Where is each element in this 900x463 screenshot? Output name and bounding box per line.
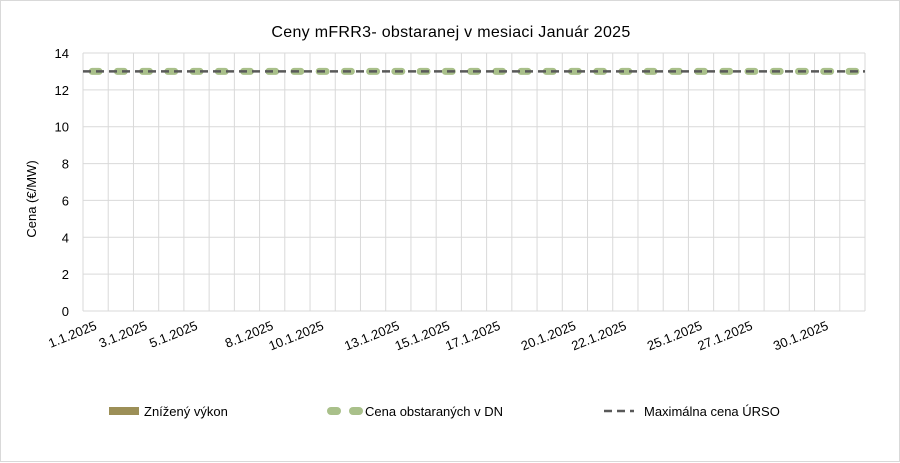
y-tick-label: 4 [62,230,69,245]
x-tick-label: 30.1.2025 [771,318,830,354]
price-point-3.1.2025 [139,67,154,75]
y-tick-label: 0 [62,304,69,319]
x-tick-label: 22.1.2025 [569,318,628,354]
y-axis-ticks: 0 2 4 6 8 10 12 14 [55,46,69,319]
x-tick-label: 10.1.2025 [267,318,326,354]
price-point-1.1.2025 [88,67,103,75]
y-tick-label: 6 [62,193,69,208]
y-tick-label: 10 [55,120,69,135]
x-tick-label: 27.1.2025 [695,318,754,354]
legend-label: Znížený výkon [144,404,228,419]
price-point-18.1.2025 [517,67,532,75]
x-tick-label: 3.1.2025 [97,318,150,351]
price-point-20.1.2025 [567,67,582,75]
x-tick-label: 8.1.2025 [223,318,276,351]
legend-swatch-price-left [327,407,341,415]
price-point-21.1.2025 [593,67,608,75]
y-tick-label: 14 [55,46,69,61]
x-tick-label: 25.1.2025 [645,318,704,354]
x-tick-label: 13.1.2025 [342,318,401,354]
series-layer [83,67,865,75]
chart-title: Ceny mFRR3- obstaranej v mesiaci Január … [271,24,630,41]
x-tick-label: 17.1.2025 [443,318,502,354]
y-tick-label: 8 [62,157,69,172]
legend-swatch-reduced-power [109,407,139,415]
legend-label: Cena obstaraných v DN [365,404,503,419]
price-point-4.1.2025 [164,67,179,75]
x-tick-label: 20.1.2025 [519,318,578,354]
price-point-22.1.2025 [618,67,633,75]
price-point-23.1.2025 [643,67,658,75]
y-tick-label: 12 [55,83,69,98]
legend-label: Maximálna cena ÚRSO [644,404,780,419]
price-point-19.1.2025 [542,67,557,75]
price-point-6.1.2025 [214,67,229,75]
price-point-2.1.2025 [113,67,128,75]
y-axis-title: Cena (€/MW) [24,160,39,237]
x-tick-label: 5.1.2025 [147,318,200,351]
gridlines [82,52,866,312]
legend: Znížený výkon Cena obstaraných v DN Maximá… [109,404,780,419]
x-tick-label: 15.1.2025 [393,318,452,354]
y-tick-label: 2 [62,267,69,282]
x-tick-label: 1.1.2025 [46,318,99,351]
legend-swatch-price-right [349,407,363,415]
price-point-5.1.2025 [189,67,204,75]
